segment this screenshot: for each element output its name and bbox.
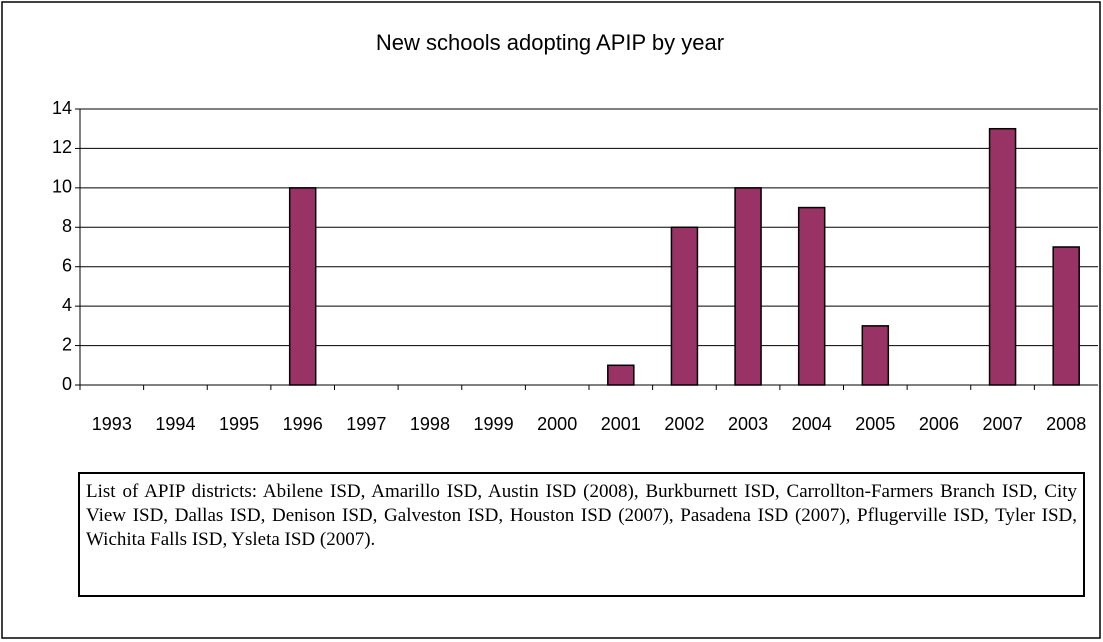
bar	[1052, 246, 1080, 386]
x-tick-label: 1997	[346, 414, 386, 434]
bar	[670, 226, 699, 386]
x-tick-label: 2008	[1046, 414, 1086, 434]
x-tick-label: 2004	[792, 414, 832, 434]
chart-title: New schools adopting APIP by year	[376, 30, 724, 55]
y-tick-label: 10	[52, 177, 72, 197]
x-tick-label: 1999	[474, 414, 514, 434]
y-tick-label: 12	[52, 137, 72, 157]
bar	[797, 206, 826, 386]
x-tick-label: 1995	[219, 414, 259, 434]
x-tick-label: 1998	[410, 414, 450, 434]
bar	[288, 187, 317, 386]
x-tick-label: 2003	[728, 414, 768, 434]
x-tick-label: 2006	[919, 414, 959, 434]
bar	[734, 187, 762, 386]
bar	[861, 325, 890, 386]
x-tick-label: 2002	[664, 414, 704, 434]
note-box: List of APIP districts: Abilene ISD, Ama…	[78, 472, 1085, 597]
y-tick-label: 4	[62, 295, 72, 315]
y-tick-label: 2	[62, 334, 72, 354]
x-tick-label: 2001	[601, 414, 641, 434]
x-tick-label: 2005	[855, 414, 895, 434]
y-tick-label: 8	[62, 216, 72, 236]
x-tick-label: 2000	[537, 414, 577, 434]
y-tick-label: 0	[62, 374, 72, 394]
x-tick-label: 1994	[155, 414, 195, 434]
x-tick-label: 2007	[983, 414, 1023, 434]
y-tick-label: 14	[52, 98, 72, 118]
bar	[988, 127, 1017, 386]
bar	[607, 364, 635, 386]
y-tick-label: 6	[62, 255, 72, 275]
x-tick-label: 1993	[92, 414, 132, 434]
x-tick-label: 1996	[283, 414, 323, 434]
